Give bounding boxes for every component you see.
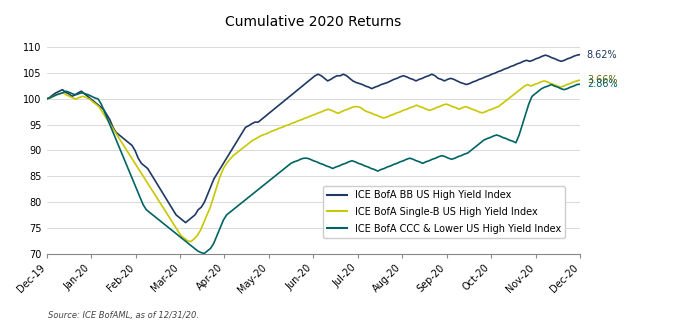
Text: 2.86%: 2.86% bbox=[587, 79, 617, 89]
Text: 8.62%: 8.62% bbox=[587, 49, 617, 59]
Title: Cumulative 2020 Returns: Cumulative 2020 Returns bbox=[225, 15, 402, 29]
Text: Source: ICE BofAML, as of 12/31/20.: Source: ICE BofAML, as of 12/31/20. bbox=[48, 311, 199, 320]
Legend: ICE BofA BB US High Yield Index, ICE BofA Single-B US High Yield Index, ICE BofA: ICE BofA BB US High Yield Index, ICE Bof… bbox=[324, 186, 564, 238]
Text: 3.66%: 3.66% bbox=[587, 75, 617, 85]
